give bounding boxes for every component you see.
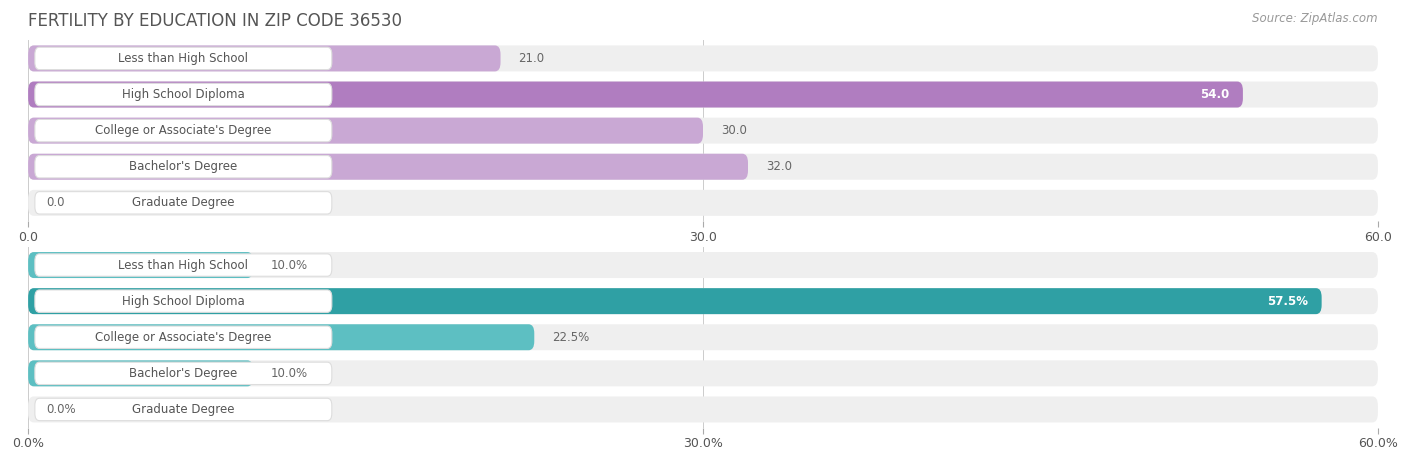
FancyBboxPatch shape	[28, 154, 748, 180]
FancyBboxPatch shape	[28, 154, 1378, 180]
Text: Bachelor's Degree: Bachelor's Degree	[129, 160, 238, 173]
FancyBboxPatch shape	[35, 191, 332, 214]
Text: Source: ZipAtlas.com: Source: ZipAtlas.com	[1253, 12, 1378, 25]
FancyBboxPatch shape	[28, 190, 1378, 216]
Text: Bachelor's Degree: Bachelor's Degree	[129, 367, 238, 380]
FancyBboxPatch shape	[28, 288, 1322, 314]
Text: High School Diploma: High School Diploma	[122, 88, 245, 101]
FancyBboxPatch shape	[28, 82, 1243, 107]
FancyBboxPatch shape	[35, 47, 332, 70]
Text: Graduate Degree: Graduate Degree	[132, 403, 235, 416]
FancyBboxPatch shape	[28, 118, 703, 143]
FancyBboxPatch shape	[28, 324, 534, 350]
FancyBboxPatch shape	[28, 324, 1378, 350]
FancyBboxPatch shape	[35, 362, 332, 385]
FancyBboxPatch shape	[28, 46, 1378, 71]
FancyBboxPatch shape	[35, 155, 332, 178]
Text: 0.0: 0.0	[46, 196, 65, 209]
Text: Less than High School: Less than High School	[118, 52, 249, 65]
Text: 10.0%: 10.0%	[271, 367, 308, 380]
FancyBboxPatch shape	[35, 119, 332, 142]
FancyBboxPatch shape	[28, 397, 1378, 422]
Text: College or Associate's Degree: College or Associate's Degree	[96, 124, 271, 137]
Text: Less than High School: Less than High School	[118, 258, 249, 272]
Text: 10.0%: 10.0%	[271, 258, 308, 272]
FancyBboxPatch shape	[35, 254, 332, 276]
Text: 32.0: 32.0	[766, 160, 792, 173]
Text: 0.0%: 0.0%	[46, 403, 76, 416]
Text: FERTILITY BY EDUCATION IN ZIP CODE 36530: FERTILITY BY EDUCATION IN ZIP CODE 36530	[28, 12, 402, 30]
Text: 57.5%: 57.5%	[1267, 294, 1308, 308]
FancyBboxPatch shape	[28, 288, 1378, 314]
Text: High School Diploma: High School Diploma	[122, 294, 245, 308]
Text: 21.0: 21.0	[519, 52, 544, 65]
FancyBboxPatch shape	[35, 83, 332, 106]
FancyBboxPatch shape	[28, 82, 1378, 107]
FancyBboxPatch shape	[35, 398, 332, 421]
FancyBboxPatch shape	[35, 326, 332, 349]
FancyBboxPatch shape	[28, 252, 1378, 278]
Text: Graduate Degree: Graduate Degree	[132, 196, 235, 209]
FancyBboxPatch shape	[28, 46, 501, 71]
Text: 22.5%: 22.5%	[553, 331, 589, 344]
Text: College or Associate's Degree: College or Associate's Degree	[96, 331, 271, 344]
FancyBboxPatch shape	[28, 118, 1378, 143]
FancyBboxPatch shape	[28, 361, 253, 386]
Text: 30.0: 30.0	[721, 124, 747, 137]
FancyBboxPatch shape	[35, 290, 332, 313]
Text: 54.0: 54.0	[1201, 88, 1229, 101]
FancyBboxPatch shape	[28, 252, 253, 278]
FancyBboxPatch shape	[28, 361, 1378, 386]
